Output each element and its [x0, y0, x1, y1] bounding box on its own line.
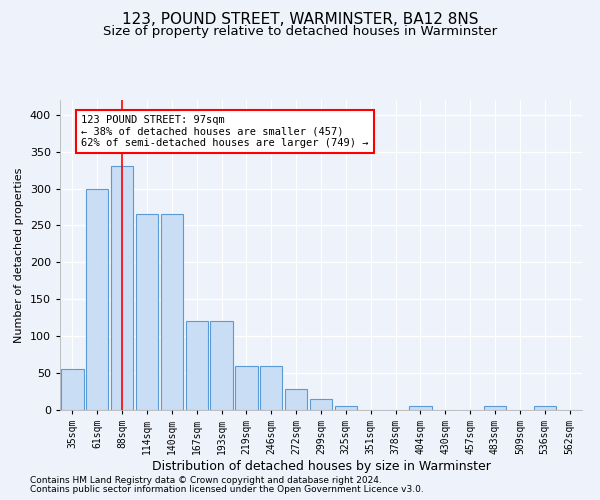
Text: 123, POUND STREET, WARMINSTER, BA12 8NS: 123, POUND STREET, WARMINSTER, BA12 8NS — [122, 12, 478, 28]
Bar — [409, 406, 431, 410]
Bar — [136, 214, 158, 410]
X-axis label: Distribution of detached houses by size in Warminster: Distribution of detached houses by size … — [152, 460, 490, 473]
Bar — [211, 322, 233, 410]
Bar — [86, 188, 109, 410]
Bar — [161, 214, 183, 410]
Bar — [111, 166, 133, 410]
Bar — [310, 399, 332, 410]
Y-axis label: Number of detached properties: Number of detached properties — [14, 168, 24, 342]
Bar — [61, 370, 83, 410]
Bar — [285, 390, 307, 410]
Bar — [484, 406, 506, 410]
Bar — [185, 322, 208, 410]
Bar — [335, 406, 357, 410]
Text: Contains HM Land Registry data © Crown copyright and database right 2024.: Contains HM Land Registry data © Crown c… — [30, 476, 382, 485]
Text: Size of property relative to detached houses in Warminster: Size of property relative to detached ho… — [103, 25, 497, 38]
Text: Contains public sector information licensed under the Open Government Licence v3: Contains public sector information licen… — [30, 485, 424, 494]
Text: 123 POUND STREET: 97sqm
← 38% of detached houses are smaller (457)
62% of semi-d: 123 POUND STREET: 97sqm ← 38% of detache… — [81, 115, 368, 148]
Bar — [260, 366, 283, 410]
Bar — [235, 366, 257, 410]
Bar — [533, 406, 556, 410]
